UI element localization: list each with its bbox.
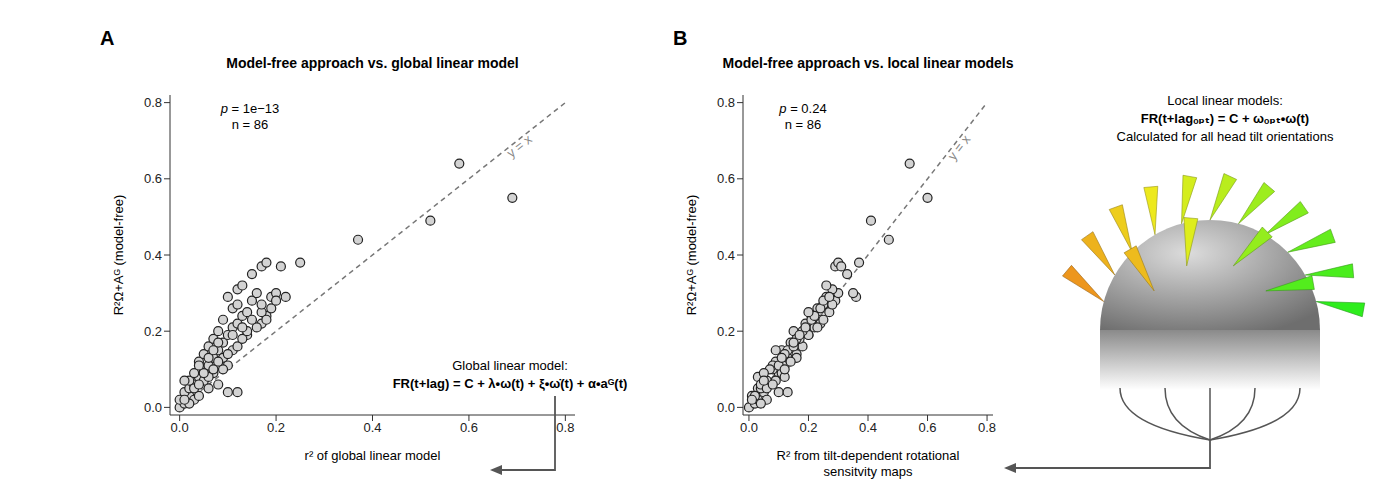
svg-text:0.0: 0.0: [717, 400, 735, 415]
svg-text:0.2: 0.2: [717, 324, 735, 339]
svg-text:R²Ω+Aᴳ (model-free): R²Ω+Aᴳ (model-free): [111, 195, 126, 316]
svg-text:Local linear models:: Local linear models:: [1167, 93, 1283, 108]
svg-text:A: A: [100, 27, 114, 49]
svg-text:0.0: 0.0: [171, 420, 189, 435]
svg-text:0.8: 0.8: [144, 95, 162, 110]
svg-text:n = 86: n = 86: [785, 117, 822, 132]
svg-text:0.0: 0.0: [144, 400, 162, 415]
svg-text:y = x: y = x: [945, 131, 974, 163]
svg-text:Calculated for all head tilt o: Calculated for all head tilt orientation…: [1117, 129, 1334, 144]
svg-text:0.6: 0.6: [918, 420, 936, 435]
svg-text:R²Ω+Aᴳ (model-free): R²Ω+Aᴳ (model-free): [684, 195, 699, 316]
svg-text:Global linear model:: Global linear model:: [452, 358, 568, 373]
svg-text:0.4: 0.4: [363, 420, 381, 435]
svg-text:0.2: 0.2: [144, 324, 162, 339]
svg-text:p = 1e−13: p = 1e−13: [220, 101, 280, 116]
svg-text:FR(t+lagₒₚₜ) = C + ωₒₚₜ•ω(t): FR(t+lagₒₚₜ) = C + ωₒₚₜ•ω(t): [1141, 111, 1309, 126]
svg-text:p = 0.24: p = 0.24: [778, 101, 826, 116]
svg-text:Model-free approach vs. global: Model-free approach vs. global linear mo…: [226, 55, 519, 71]
svg-text:B: B: [673, 27, 687, 49]
svg-text:sensitvity maps: sensitvity maps: [824, 464, 913, 479]
svg-text:0.8: 0.8: [978, 420, 996, 435]
svg-text:0.8: 0.8: [717, 95, 735, 110]
svg-text:0.6: 0.6: [144, 171, 162, 186]
svg-text:0.4: 0.4: [717, 248, 735, 263]
svg-text:R² from tilt-dependent rotatio: R² from tilt-dependent rotational: [777, 448, 960, 463]
svg-text:0.4: 0.4: [144, 248, 162, 263]
svg-text:0.6: 0.6: [717, 171, 735, 186]
svg-text:r² of global linear model: r² of global linear model: [305, 448, 441, 463]
svg-text:FR(t+lag) = C + λ•ω(t) + ξ•ω̇(: FR(t+lag) = C + λ•ω(t) + ξ•ω̇(t) + α•aᴳ(…: [393, 376, 628, 391]
svg-text:0.8: 0.8: [556, 420, 574, 435]
svg-text:0.6: 0.6: [460, 420, 478, 435]
svg-text:n = 86: n = 86: [232, 117, 269, 132]
svg-text:0.0: 0.0: [740, 420, 758, 435]
svg-text:0.2: 0.2: [799, 420, 817, 435]
svg-text:Model-free approach vs. local: Model-free approach vs. local linear mod…: [723, 55, 1014, 71]
svg-text:y = x: y = x: [504, 131, 536, 160]
svg-text:0.2: 0.2: [267, 420, 285, 435]
svg-text:0.4: 0.4: [859, 420, 877, 435]
